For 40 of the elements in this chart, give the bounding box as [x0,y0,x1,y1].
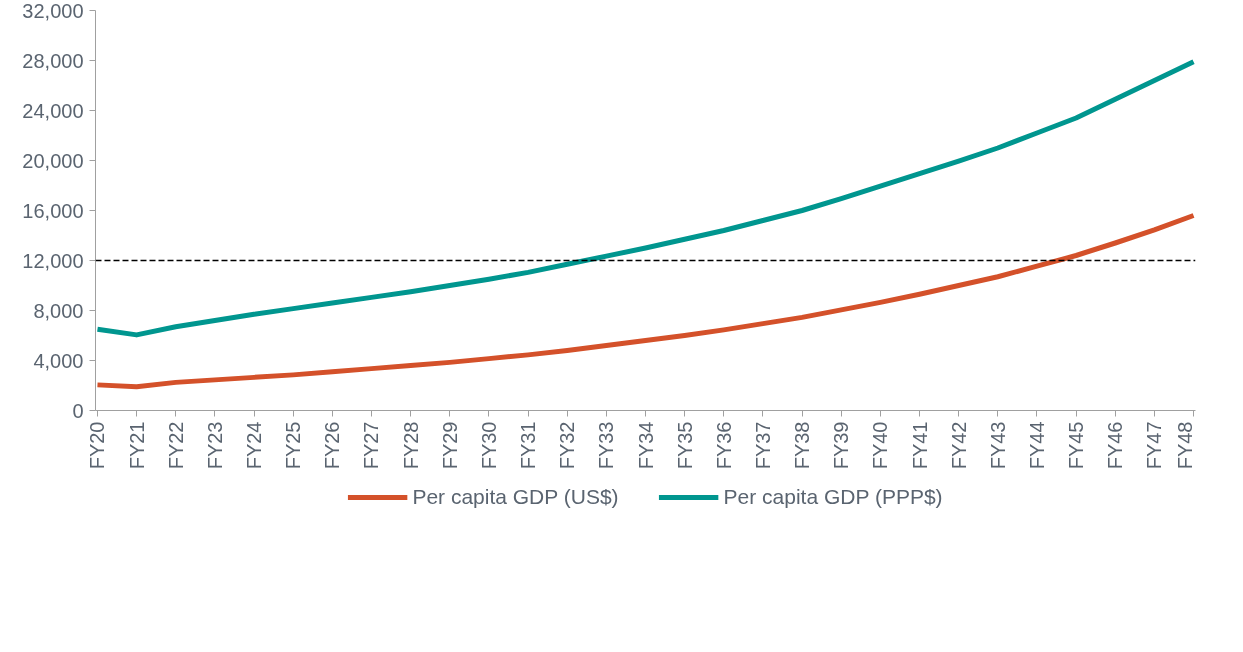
y-tick-label: 28,000 [22,49,84,72]
x-tick-label: FY40 [869,421,892,470]
x-tick-label: FY34 [634,421,657,470]
x-tick-label: FY29 [438,421,461,470]
x-tick-label: FY25 [282,421,305,470]
x-tick-label: FY20 [86,421,109,470]
x-tick-label: FY42 [947,421,970,470]
x-tick-label: FY30 [477,421,500,470]
y-tick-label: 0 [72,399,84,422]
y-tick-label: 8,000 [33,299,84,322]
y-tick-label: 32,000 [22,0,84,22]
x-tick-label: FY26 [321,421,344,470]
x-tick-label: FY21 [125,421,148,470]
y-tick-label: 12,000 [22,249,84,272]
y-tick-label: 24,000 [22,99,84,122]
x-tick-label: FY22 [164,421,187,470]
x-tick-label: FY38 [791,421,814,470]
x-tick-label: FY48 [1174,421,1197,470]
x-tick-label: FY31 [517,421,540,470]
x-tick-label: FY28 [399,421,422,470]
x-tick-label: FY35 [673,421,696,470]
x-tick-label: FY27 [360,421,383,470]
x-tick-label: FY23 [203,421,226,470]
x-tick-label: FY45 [1065,421,1088,470]
y-tick-label: 16,000 [22,199,84,222]
x-tick-label: FY32 [556,421,579,470]
x-tick-label: FY41 [908,421,931,470]
x-tick-label: FY33 [595,421,618,470]
x-tick-label: FY24 [243,421,266,470]
legend-label: Per capita GDP (PPP$) [723,485,943,509]
x-tick-label: FY37 [751,421,774,470]
x-tick-label: FY43 [986,421,1009,470]
y-tick-label: 4,000 [33,349,84,372]
legend-label: Per capita GDP (US$) [412,485,619,509]
x-tick-label: FY47 [1143,421,1166,470]
x-tick-label: FY44 [1025,421,1048,470]
x-tick-label: FY36 [712,421,735,470]
x-tick-label: FY46 [1104,421,1127,470]
y-tick-label: 20,000 [22,149,84,172]
x-tick-label: FY39 [830,421,853,470]
